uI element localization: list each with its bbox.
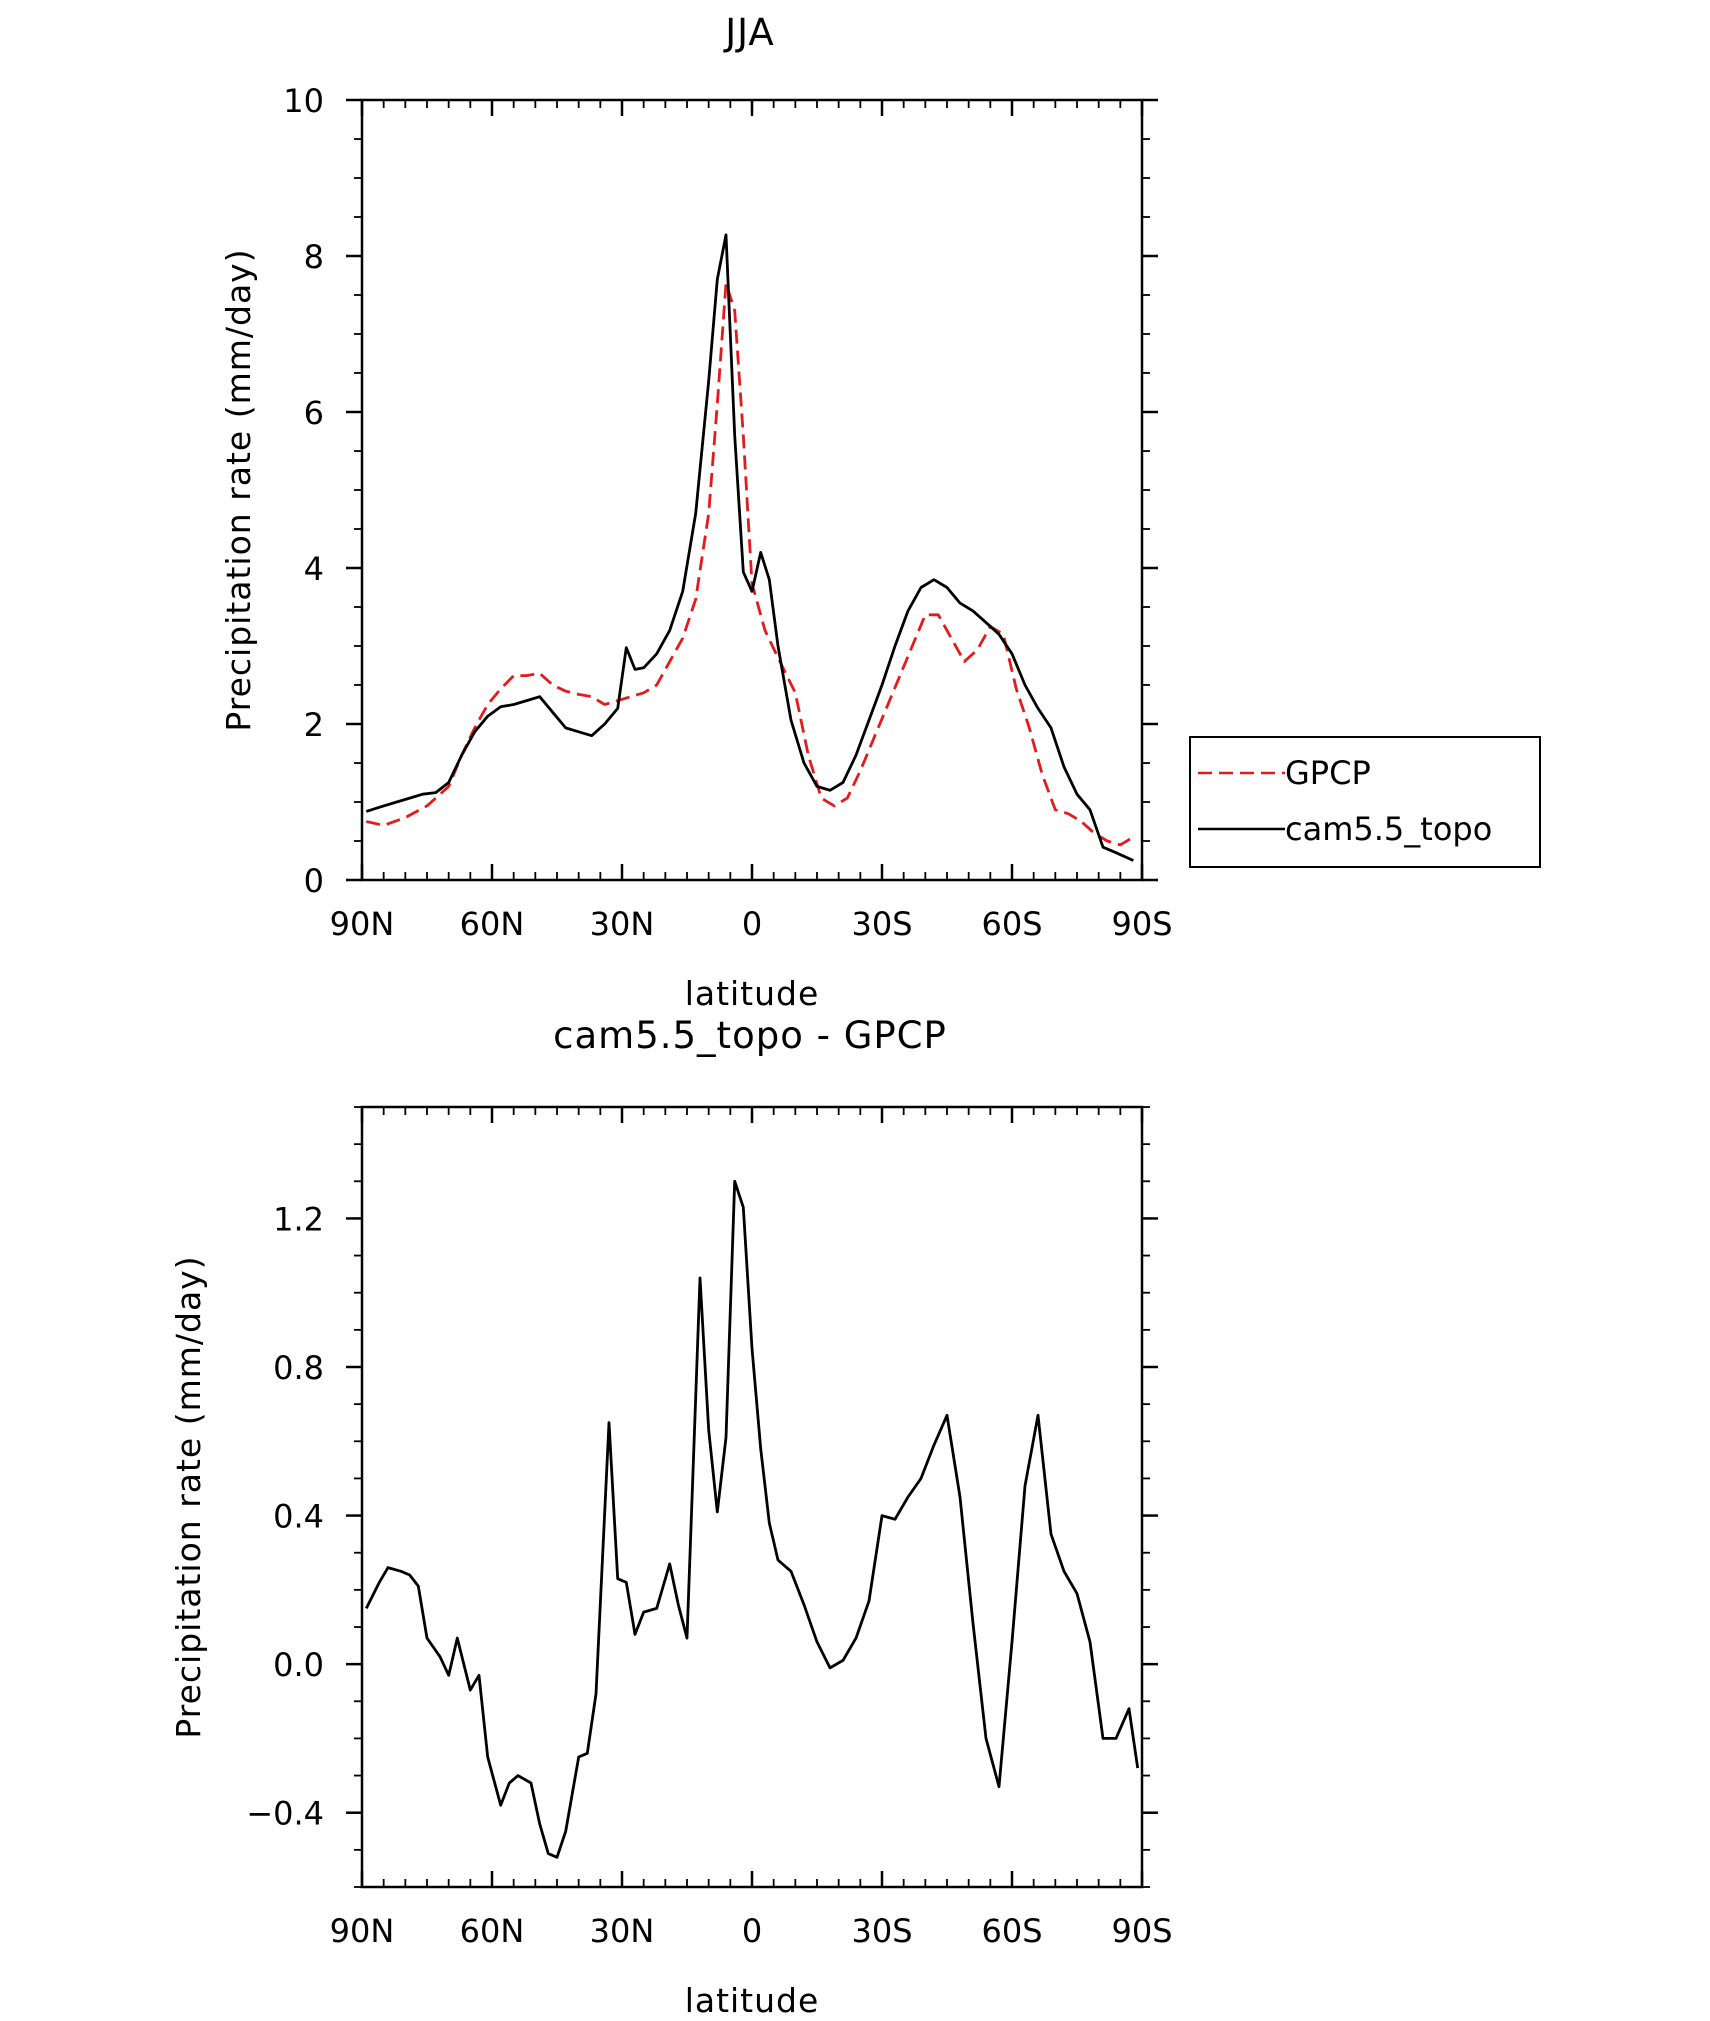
x-tick-label: 30N bbox=[590, 905, 655, 943]
x-tick-label: 90S bbox=[1111, 905, 1172, 943]
x-tick-label: 90N bbox=[330, 905, 395, 943]
x-axis-label: latitude bbox=[685, 1981, 820, 2020]
x-tick-label: 30S bbox=[851, 1912, 912, 1950]
panel-title: cam5.5_topo - GPCP bbox=[553, 1014, 947, 1057]
cam5-5-topo-series-line bbox=[365, 233, 1134, 862]
y-tick-label: 10 bbox=[283, 82, 324, 120]
x-tick-label: 60S bbox=[981, 1912, 1042, 1950]
y-axis-label: Precipitation rate (mm/day) bbox=[169, 1255, 208, 1738]
x-tick-label: 0 bbox=[742, 1912, 762, 1950]
y-tick-label: 0 bbox=[304, 862, 324, 900]
y-tick-label: 0.0 bbox=[273, 1646, 324, 1684]
legend-label-gpcp: GPCP bbox=[1285, 754, 1371, 792]
x-tick-label: 30N bbox=[590, 1912, 655, 1950]
y-tick-label: 2 bbox=[304, 706, 324, 744]
x-tick-label: 60S bbox=[981, 905, 1042, 943]
y-tick-label: 1.2 bbox=[273, 1200, 324, 1238]
x-tick-label: 60N bbox=[460, 905, 525, 943]
precip-difference-panel: cam5.5_topo - GPCP 90N 60N 30N 0 30S 60S 90S −0… bbox=[169, 1014, 1173, 2020]
y-tick-label: 0.4 bbox=[273, 1498, 324, 1536]
legend-label-cam: cam5.5_topo bbox=[1285, 810, 1492, 848]
x-axis-label: latitude bbox=[685, 974, 820, 1013]
gpcp-series-line bbox=[365, 281, 1135, 847]
x-tick-label: 0 bbox=[742, 905, 762, 943]
x-tick-label: 30S bbox=[851, 905, 912, 943]
difference-series-line bbox=[365, 1179, 1140, 1859]
y-tick-label: 6 bbox=[304, 394, 324, 432]
legend-box bbox=[1189, 736, 1541, 868]
y-tick-label: 4 bbox=[304, 550, 324, 588]
y-axis-label: Precipitation rate (mm/day) bbox=[219, 248, 258, 731]
y-tick-label: 8 bbox=[304, 238, 324, 276]
y-tick-label: −0.4 bbox=[246, 1795, 324, 1833]
y-tick-label: 0.8 bbox=[273, 1349, 324, 1387]
panel-title: JJA bbox=[723, 11, 775, 54]
x-tick-label: 90N bbox=[330, 1912, 395, 1950]
x-tick-label: 90S bbox=[1111, 1912, 1172, 1950]
legend: GPCP cam5.5_topo bbox=[1189, 736, 1541, 868]
x-tick-label: 60N bbox=[460, 1912, 525, 1950]
